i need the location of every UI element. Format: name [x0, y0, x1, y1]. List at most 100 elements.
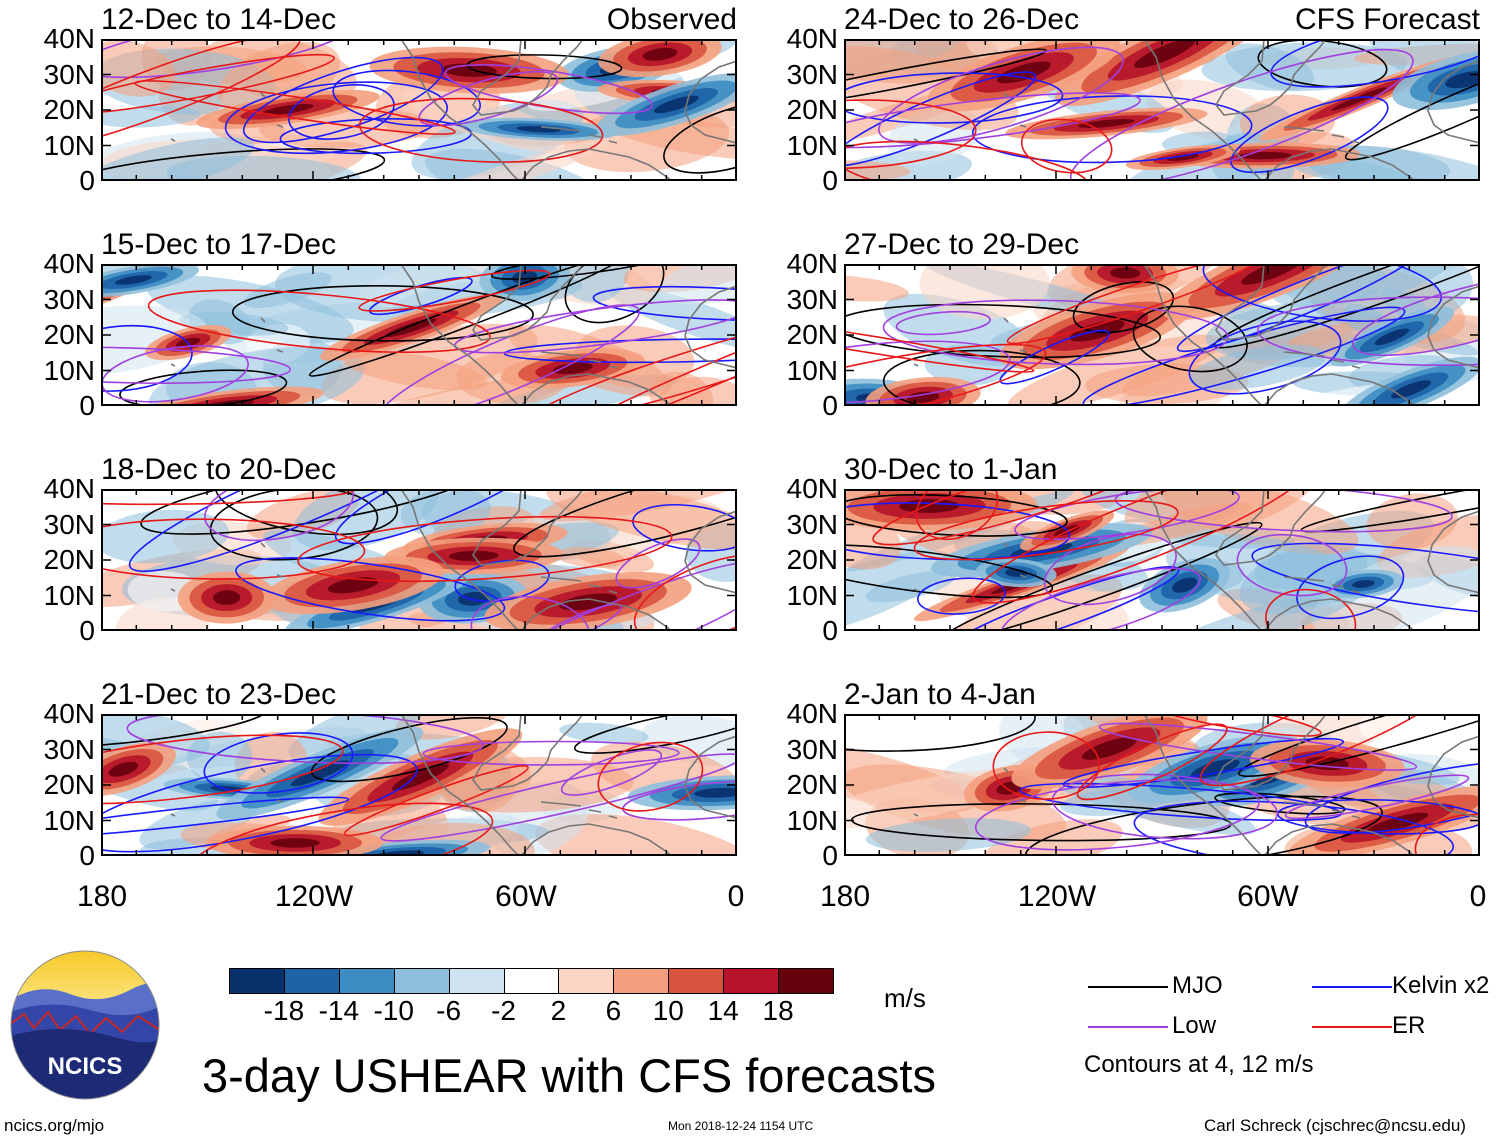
lat-label: 40N	[786, 473, 838, 504]
lat-label: 0	[822, 165, 838, 196]
kelvin-legend-line	[1312, 986, 1392, 988]
colorbar-swatch	[503, 968, 560, 994]
lat-label: 40N	[786, 698, 838, 729]
ushear-map	[844, 264, 1480, 406]
mjo-legend-line	[1088, 986, 1168, 988]
ushear-map	[844, 39, 1480, 181]
lat-label: 20N	[43, 319, 95, 350]
lat-label: 0	[79, 840, 95, 871]
ncics-logo: NCICS	[10, 950, 160, 1100]
main-title: 3-day USHEAR with CFS forecasts	[202, 1049, 936, 1102]
lon-label: 60W	[1237, 880, 1299, 913]
lat-label: 20N	[43, 544, 95, 575]
lat-label: 40N	[786, 248, 838, 279]
lat-label: 40N	[786, 23, 838, 54]
colorbar-label: 18	[762, 995, 794, 1026]
lon-label: 0	[1469, 880, 1487, 913]
lat-label: 30N	[43, 283, 95, 315]
colorbar-swatch	[723, 968, 780, 994]
lat-label: 20N	[43, 94, 95, 125]
low-legend-label: Low	[1172, 1012, 1217, 1039]
contour-note: Contours at 4, 12 m/s	[1084, 1051, 1314, 1078]
lat-label: 20N	[786, 544, 838, 575]
lat-label: 10N	[43, 354, 95, 386]
lat-label: 30N	[786, 508, 838, 540]
lat-label: 40N	[43, 23, 95, 54]
lat-label: 20N	[786, 319, 838, 350]
lon-label: 120W	[1017, 880, 1097, 913]
lat-label: 0	[822, 390, 838, 421]
colorbar-swatch	[613, 968, 670, 994]
lat-label: 0	[822, 615, 838, 646]
panel-title: 18-Dec to 20-Dec	[101, 453, 337, 486]
colorbar-label: -18	[263, 995, 305, 1026]
panel-title: 24-Dec to 26-Dec	[844, 3, 1080, 36]
mjo-legend-label: MJO	[1172, 972, 1223, 999]
ushear-map	[844, 714, 1480, 856]
colorbar-swatch	[393, 968, 450, 994]
lat-label: 30N	[43, 58, 95, 90]
lat-label: 40N	[43, 248, 95, 279]
lon-label: 120W	[274, 880, 354, 913]
panel-source-tag: Observed	[606, 3, 737, 36]
colorbar-label: -2	[491, 995, 516, 1026]
er-legend-line	[1312, 1026, 1392, 1028]
panel-title: 30-Dec to 1-Jan	[844, 453, 1058, 486]
lat-label: 30N	[786, 283, 838, 315]
lat-label: 0	[79, 615, 95, 646]
panel-title: 21-Dec to 23-Dec	[101, 678, 337, 711]
ushear-map	[101, 489, 737, 631]
colorbar-label: -14	[318, 995, 360, 1026]
colorbar-label: -6	[436, 995, 462, 1026]
colorbar-label: 10	[652, 995, 684, 1026]
lat-label: 0	[79, 390, 95, 421]
footer-credit: Carl Schreck (cjschrec@ncsu.edu)	[1204, 1116, 1466, 1135]
panel-title: 15-Dec to 17-Dec	[101, 228, 337, 261]
colorbar-swatch	[668, 968, 725, 994]
lat-label: 0	[79, 165, 95, 196]
colorbar-units: m/s	[884, 983, 926, 1013]
colorbar-swatch	[283, 968, 340, 994]
ushear-map	[101, 39, 737, 181]
lon-label: 180	[76, 880, 128, 913]
lon-label: 180	[819, 880, 871, 913]
panel-title: 27-Dec to 29-Dec	[844, 228, 1080, 261]
ushear-map	[844, 489, 1480, 631]
lat-label: 30N	[786, 733, 838, 765]
lon-label: 60W	[495, 880, 557, 913]
panel-title: 2-Jan to 4-Jan	[844, 678, 1036, 711]
colorbar-swatch	[558, 968, 615, 994]
lat-label: 20N	[786, 769, 838, 800]
colorbar-label: 6	[605, 995, 622, 1026]
ushear-map	[101, 714, 737, 856]
colorbar-label: 14	[707, 995, 739, 1026]
lat-label: 20N	[786, 94, 838, 125]
lat-label: 40N	[43, 698, 95, 729]
lat-label: 30N	[43, 508, 95, 540]
ushear-map	[101, 264, 737, 406]
lat-label: 10N	[43, 129, 95, 161]
colorbar-label: 2	[550, 995, 567, 1026]
lat-label: 10N	[43, 579, 95, 611]
lat-label: 10N	[786, 129, 838, 161]
lon-label: 0	[727, 880, 745, 913]
colorbar-label: -10	[373, 995, 414, 1026]
er-legend-label: ER	[1392, 1012, 1426, 1039]
panel-title: 12-Dec to 14-Dec	[101, 3, 337, 36]
footer-link[interactable]: ncics.org/mjo	[4, 1116, 105, 1135]
low-legend-line	[1088, 1026, 1168, 1028]
logo-text: NCICS	[48, 1053, 123, 1080]
lat-label: 20N	[43, 769, 95, 800]
lat-label: 0	[822, 840, 838, 871]
colorbar-swatch	[778, 968, 834, 994]
colorbar-swatch	[448, 968, 505, 994]
footer-timestamp: Mon 2018-12-24 1154 UTC	[668, 1119, 814, 1133]
lat-label: 10N	[786, 804, 838, 836]
lat-label: 40N	[43, 473, 95, 504]
panel-source-tag: CFS Forecast	[1294, 3, 1480, 36]
lat-label: 30N	[786, 58, 838, 90]
colorbar-swatch	[338, 968, 395, 994]
lat-label: 10N	[43, 804, 95, 836]
lat-label: 30N	[43, 733, 95, 765]
colorbar-swatch	[229, 968, 285, 994]
